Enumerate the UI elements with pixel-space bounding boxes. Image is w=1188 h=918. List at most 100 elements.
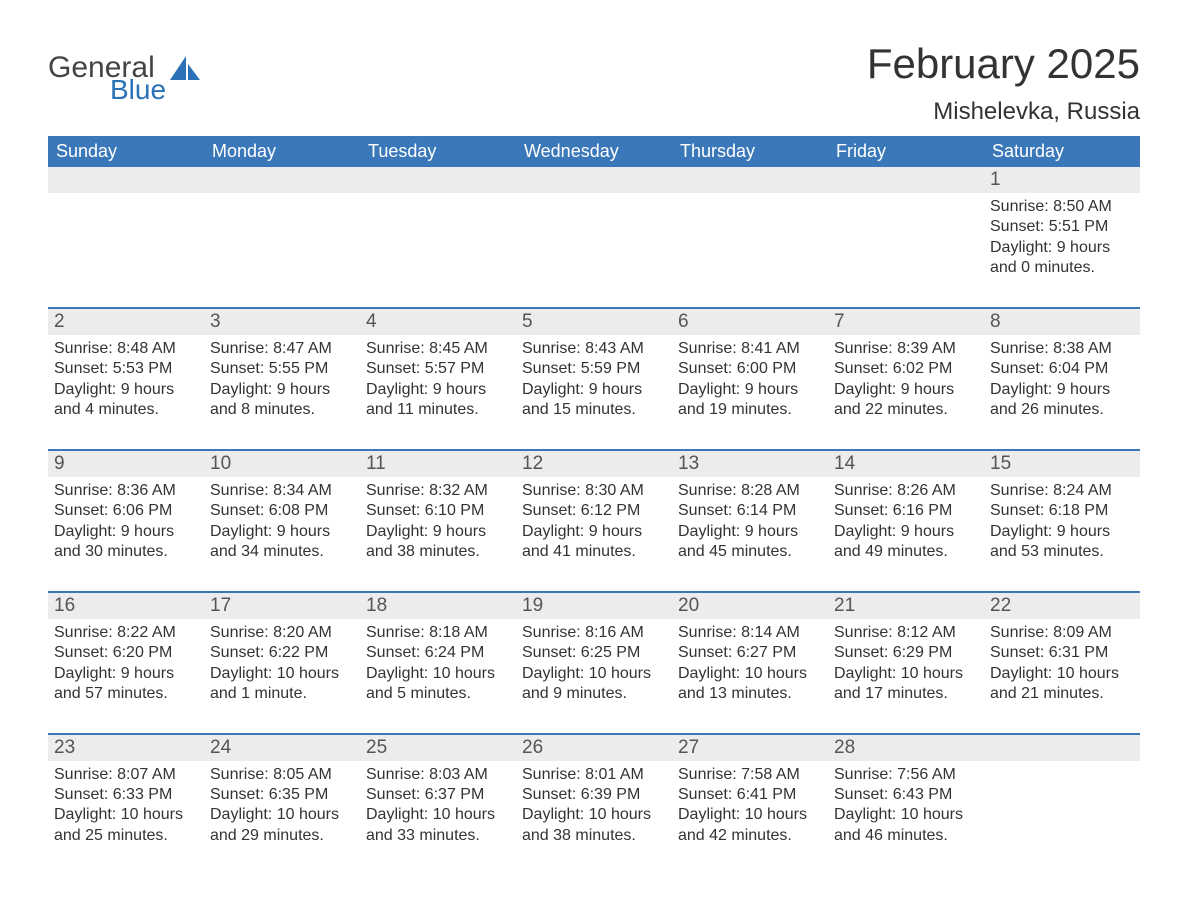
sunset-text: Sunset: 5:53 PM <box>54 359 198 379</box>
day-detail-cell: Sunrise: 8:50 AMSunset: 5:51 PMDaylight:… <box>984 193 1140 308</box>
daylight-text: and 8 minutes. <box>210 400 354 420</box>
sunset-text: Sunset: 6:39 PM <box>522 785 666 805</box>
day-number-row: 232425262728 <box>48 735 1140 761</box>
daylight-text: Daylight: 9 hours <box>678 380 822 400</box>
sunset-text: Sunset: 6:33 PM <box>54 785 198 805</box>
daylight-text: Daylight: 10 hours <box>990 664 1134 684</box>
weekday-header: Wednesday <box>516 136 672 167</box>
daylight-text: Daylight: 9 hours <box>210 380 354 400</box>
day-detail-cell: Sunrise: 7:58 AMSunset: 6:41 PMDaylight:… <box>672 761 828 875</box>
day-detail-row: Sunrise: 8:50 AMSunset: 5:51 PMDaylight:… <box>48 193 1140 308</box>
sunset-text: Sunset: 6:18 PM <box>990 501 1134 521</box>
day-detail-cell: Sunrise: 8:14 AMSunset: 6:27 PMDaylight:… <box>672 619 828 734</box>
daylight-text: and 57 minutes. <box>54 684 198 704</box>
weekday-header: Monday <box>204 136 360 167</box>
day-number-cell: 28 <box>828 735 984 761</box>
weekday-header: Tuesday <box>360 136 516 167</box>
day-detail-cell: Sunrise: 8:09 AMSunset: 6:31 PMDaylight:… <box>984 619 1140 734</box>
day-detail-cell: Sunrise: 8:41 AMSunset: 6:00 PMDaylight:… <box>672 335 828 450</box>
day-detail-cell: Sunrise: 8:34 AMSunset: 6:08 PMDaylight:… <box>204 477 360 592</box>
sunrise-text: Sunrise: 8:47 AM <box>210 339 354 359</box>
sunset-text: Sunset: 6:16 PM <box>834 501 978 521</box>
day-number-cell: 16 <box>48 593 204 619</box>
daylight-text: Daylight: 10 hours <box>678 805 822 825</box>
sunrise-text: Sunrise: 8:20 AM <box>210 623 354 643</box>
day-detail-cell <box>828 193 984 308</box>
daylight-text: and 1 minute. <box>210 684 354 704</box>
daylight-text: and 9 minutes. <box>522 684 666 704</box>
daylight-text: Daylight: 9 hours <box>834 522 978 542</box>
day-number-cell: 15 <box>984 451 1140 477</box>
day-detail-cell: Sunrise: 8:28 AMSunset: 6:14 PMDaylight:… <box>672 477 828 592</box>
daylight-text: and 49 minutes. <box>834 542 978 562</box>
daylight-text: and 29 minutes. <box>210 826 354 846</box>
daylight-text: and 22 minutes. <box>834 400 978 420</box>
sunset-text: Sunset: 6:14 PM <box>678 501 822 521</box>
daylight-text: and 13 minutes. <box>678 684 822 704</box>
location-label: Mishelevka, Russia <box>867 98 1140 126</box>
day-detail-cell: Sunrise: 8:12 AMSunset: 6:29 PMDaylight:… <box>828 619 984 734</box>
sunrise-text: Sunrise: 8:41 AM <box>678 339 822 359</box>
weekday-header: Thursday <box>672 136 828 167</box>
sunset-text: Sunset: 6:37 PM <box>366 785 510 805</box>
daylight-text: and 34 minutes. <box>210 542 354 562</box>
daylight-text: Daylight: 10 hours <box>834 664 978 684</box>
day-number-cell: 18 <box>360 593 516 619</box>
sunset-text: Sunset: 6:31 PM <box>990 643 1134 663</box>
sunrise-text: Sunrise: 8:05 AM <box>210 765 354 785</box>
sunrise-text: Sunrise: 8:26 AM <box>834 481 978 501</box>
day-number-cell: 22 <box>984 593 1140 619</box>
day-detail-cell: Sunrise: 8:38 AMSunset: 6:04 PMDaylight:… <box>984 335 1140 450</box>
day-number-cell: 1 <box>984 167 1140 193</box>
day-number-cell: 14 <box>828 451 984 477</box>
day-detail-cell: Sunrise: 8:36 AMSunset: 6:06 PMDaylight:… <box>48 477 204 592</box>
sunset-text: Sunset: 5:59 PM <box>522 359 666 379</box>
day-number-cell: 5 <box>516 309 672 335</box>
day-detail-cell: Sunrise: 8:18 AMSunset: 6:24 PMDaylight:… <box>360 619 516 734</box>
day-number-cell <box>828 167 984 193</box>
daylight-text: Daylight: 10 hours <box>210 664 354 684</box>
daylight-text: Daylight: 9 hours <box>990 522 1134 542</box>
day-number-cell: 25 <box>360 735 516 761</box>
sunset-text: Sunset: 6:25 PM <box>522 643 666 663</box>
daylight-text: and 21 minutes. <box>990 684 1134 704</box>
daylight-text: and 30 minutes. <box>54 542 198 562</box>
day-detail-row: Sunrise: 8:22 AMSunset: 6:20 PMDaylight:… <box>48 619 1140 734</box>
daylight-text: Daylight: 10 hours <box>54 805 198 825</box>
day-number-cell <box>516 167 672 193</box>
daylight-text: Daylight: 10 hours <box>678 664 822 684</box>
day-number-cell: 3 <box>204 309 360 335</box>
sunrise-text: Sunrise: 8:22 AM <box>54 623 198 643</box>
daylight-text: Daylight: 10 hours <box>522 805 666 825</box>
sunset-text: Sunset: 5:57 PM <box>366 359 510 379</box>
weekday-header: Sunday <box>48 136 204 167</box>
day-number-cell: 4 <box>360 309 516 335</box>
daylight-text: Daylight: 9 hours <box>54 380 198 400</box>
daylight-text: and 53 minutes. <box>990 542 1134 562</box>
sunrise-text: Sunrise: 8:38 AM <box>990 339 1134 359</box>
daylight-text: and 38 minutes. <box>522 826 666 846</box>
sunset-text: Sunset: 6:43 PM <box>834 785 978 805</box>
day-number-cell <box>48 167 204 193</box>
day-number-cell <box>984 735 1140 761</box>
daylight-text: and 26 minutes. <box>990 400 1134 420</box>
sunrise-text: Sunrise: 8:45 AM <box>366 339 510 359</box>
daylight-text: Daylight: 9 hours <box>54 664 198 684</box>
weekday-header: Friday <box>828 136 984 167</box>
calendar-table: Sunday Monday Tuesday Wednesday Thursday… <box>48 136 1140 874</box>
day-detail-cell: Sunrise: 7:56 AMSunset: 6:43 PMDaylight:… <box>828 761 984 875</box>
sunset-text: Sunset: 6:04 PM <box>990 359 1134 379</box>
weekday-header: Saturday <box>984 136 1140 167</box>
sunset-text: Sunset: 5:55 PM <box>210 359 354 379</box>
day-detail-cell <box>516 193 672 308</box>
weekday-header-row: Sunday Monday Tuesday Wednesday Thursday… <box>48 136 1140 167</box>
sunset-text: Sunset: 5:51 PM <box>990 217 1134 237</box>
daylight-text: and 5 minutes. <box>366 684 510 704</box>
sunrise-text: Sunrise: 8:16 AM <box>522 623 666 643</box>
sunrise-text: Sunrise: 8:12 AM <box>834 623 978 643</box>
sunset-text: Sunset: 6:24 PM <box>366 643 510 663</box>
day-number-cell: 27 <box>672 735 828 761</box>
sunrise-text: Sunrise: 8:34 AM <box>210 481 354 501</box>
day-number-cell: 11 <box>360 451 516 477</box>
sunrise-text: Sunrise: 8:50 AM <box>990 197 1134 217</box>
